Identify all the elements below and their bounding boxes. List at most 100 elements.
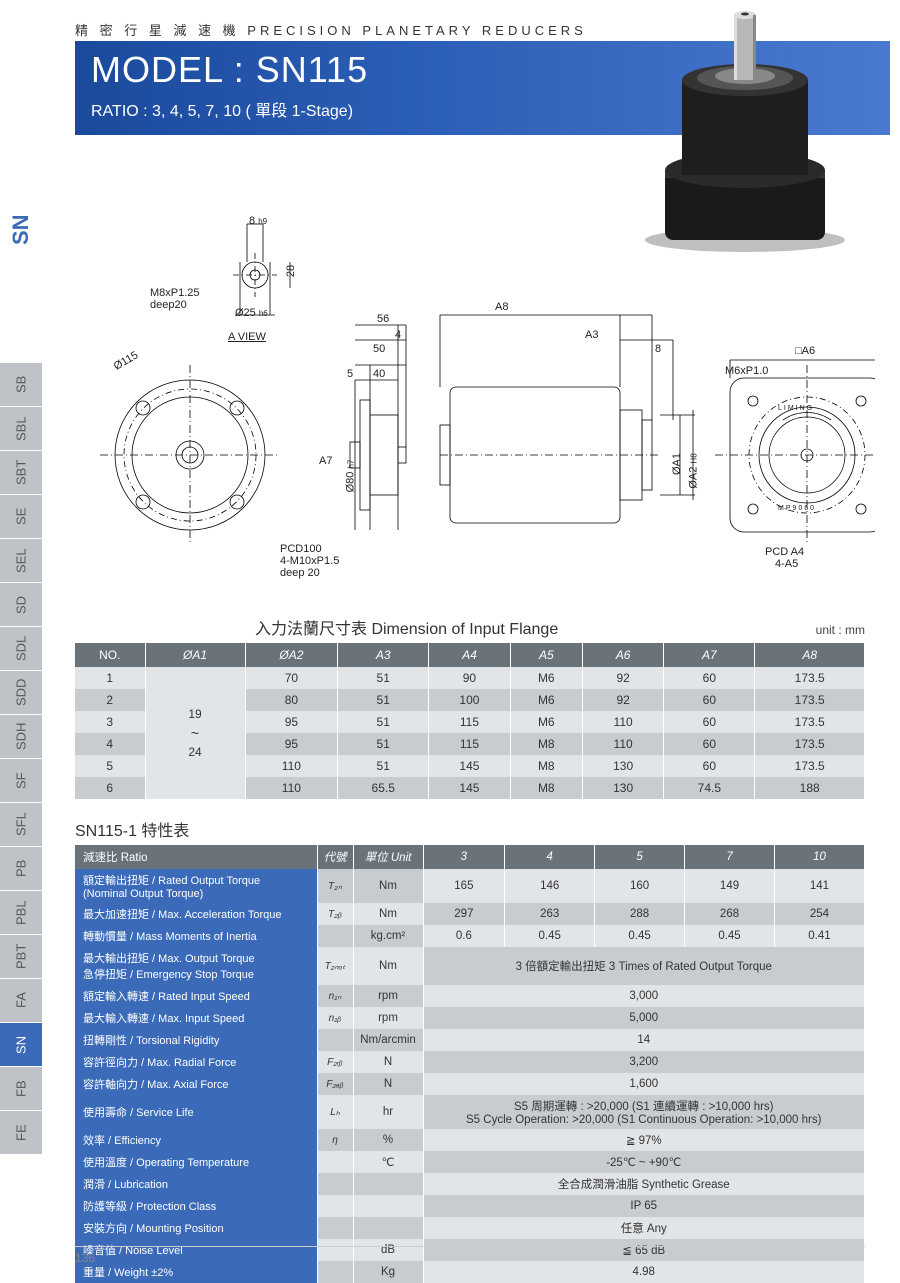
flange-td: 95: [245, 733, 338, 755]
flange-td: 60: [664, 689, 755, 711]
technical-drawing: 8 h9 28 M8xP1.25 deep20 Ø25 h6 A VIEW Ø1…: [75, 215, 875, 610]
flange-th: ØA1: [145, 643, 245, 667]
spec-label: 使用壽命 / Service Life: [75, 1095, 317, 1129]
side-tab-se[interactable]: SE: [0, 494, 42, 538]
side-tab-sd[interactable]: SD: [0, 582, 42, 626]
spec-val-merged: 5,000: [423, 1007, 865, 1029]
spec-val-merged: 全合成潤滑油脂 Synthetic Grease: [423, 1173, 865, 1195]
spec-label: 容許徑向力 / Max. Radial Force: [75, 1051, 317, 1073]
side-tab-sfl[interactable]: SFL: [0, 802, 42, 846]
dim-5: 5: [347, 368, 353, 380]
spec-val: 165: [423, 869, 505, 903]
side-tab-sdd[interactable]: SDD: [0, 670, 42, 714]
a-view: A VIEW: [228, 331, 266, 343]
spec-th: 代號: [317, 845, 353, 869]
flange-td: 60: [664, 711, 755, 733]
dim-8r: 8: [655, 343, 661, 355]
flange-td: 51: [338, 689, 429, 711]
spec-val: 288: [595, 903, 685, 925]
page-number: 136: [75, 1246, 865, 1265]
flange-td: 95: [245, 711, 338, 733]
spec-val: 149: [685, 869, 775, 903]
side-tab-sdh[interactable]: SDH: [0, 714, 42, 758]
spec-label: 額定輸入轉速 / Rated Input Speed: [75, 985, 317, 1007]
flange-td: 74.5: [664, 777, 755, 799]
flange-td: 2: [75, 689, 145, 711]
dim-da1: ØA1: [671, 453, 683, 475]
spec-code: n₁ₙ: [317, 985, 353, 1007]
flange-td: 92: [582, 667, 664, 689]
flange-td: 115: [429, 711, 511, 733]
dim-m10: 4-M10xP1.5: [280, 555, 339, 567]
dim-m8: M8xP1.25: [150, 287, 200, 299]
flange-td: 51: [338, 667, 429, 689]
spec-val: 160: [595, 869, 685, 903]
side-tab-pbl[interactable]: PBL: [0, 890, 42, 934]
spec-val: 0.45: [685, 925, 775, 947]
flange-td: 145: [429, 777, 511, 799]
dim-sqa6: □A6: [795, 345, 815, 357]
spec-val-merged: -25℃ ~ +90℃: [423, 1151, 865, 1173]
spec-val: 268: [685, 903, 775, 925]
flange-th: A6: [582, 643, 664, 667]
side-tab-sel[interactable]: SEL: [0, 538, 42, 582]
dim-a3: A3: [585, 329, 598, 341]
flange-table-title: 入力法蘭尺寸表 Dimension of Input Flange: [255, 615, 558, 639]
spec-code: η: [317, 1129, 353, 1151]
side-tab-sdl[interactable]: SDL: [0, 626, 42, 670]
flange-td: M8: [510, 777, 582, 799]
flange-td: 92: [582, 689, 664, 711]
flange-td: 1: [75, 667, 145, 689]
content-area: 入力法蘭尺寸表 Dimension of Input Flange unit :…: [75, 615, 865, 1283]
dim-40: 40: [373, 368, 385, 380]
flange-td: 115: [429, 733, 511, 755]
dim-d80: Ø80 h7: [344, 460, 356, 493]
flange-th: A3: [338, 643, 429, 667]
spec-label: 最大輸入轉速 / Max. Input Speed: [75, 1007, 317, 1029]
flange-td: 90: [429, 667, 511, 689]
flange-td: 5: [75, 755, 145, 777]
spec-val-merged: 任意 Any: [423, 1217, 865, 1239]
spec-val-merged: 3 倍額定輸出扭矩 3 Times of Rated Output Torque: [423, 947, 865, 985]
spec-unit: kg.cm²: [353, 925, 423, 947]
spec-val: 263: [505, 903, 595, 925]
spec-table: 減速比 Ratio代號單位 Unit345710 額定輸出扭矩 / Rated …: [75, 845, 865, 1283]
dim-a7v: A7: [319, 455, 332, 467]
spec-code: T₂ₙₒₜ: [317, 947, 353, 985]
side-tab-fa[interactable]: FA: [0, 978, 42, 1022]
spec-label: 安裝方向 / Mounting Position: [75, 1217, 317, 1239]
spec-unit: [353, 1217, 423, 1239]
spec-label: 防護等級 / Protection Class: [75, 1195, 317, 1217]
flange-td: 51: [338, 755, 429, 777]
flange-table-section: 入力法蘭尺寸表 Dimension of Input Flange unit :…: [75, 615, 865, 799]
spec-label: 容許軸向力 / Max. Axial Force: [75, 1073, 317, 1095]
flange-td: 110: [582, 711, 664, 733]
spec-unit: Nm: [353, 947, 423, 985]
dim-4: 4: [395, 329, 401, 341]
side-tab-fe[interactable]: FE: [0, 1110, 42, 1154]
flange-th: A8: [755, 643, 865, 667]
side-tab-sb[interactable]: SB: [0, 362, 42, 406]
side-tab-pbt[interactable]: PBT: [0, 934, 42, 978]
side-tab-sf[interactable]: SF: [0, 758, 42, 802]
side-tab-sbt[interactable]: SBT: [0, 450, 42, 494]
spec-val-merged: 3,000: [423, 985, 865, 1007]
spec-unit: ℃: [353, 1151, 423, 1173]
flange-td: 6: [75, 777, 145, 799]
side-tab-sbl[interactable]: SBL: [0, 406, 42, 450]
side-tab-sn[interactable]: SN: [0, 1022, 42, 1066]
side-tab-fb[interactable]: FB: [0, 1066, 42, 1110]
flange-td: 173.5: [755, 733, 865, 755]
flange-td: 188: [755, 777, 865, 799]
spec-val: 0.45: [595, 925, 685, 947]
flange-td: M6: [510, 689, 582, 711]
spec-val-merged: IP 65: [423, 1195, 865, 1217]
side-tab-pb[interactable]: PB: [0, 846, 42, 890]
spec-code: Lₕ: [317, 1095, 353, 1129]
spec-code: [317, 1173, 353, 1195]
dim-da2: ØA2 H8: [688, 453, 700, 488]
spec-unit: Nm/arcmin: [353, 1029, 423, 1051]
spec-label: 最大加速扭矩 / Max. Acceleration Torque: [75, 903, 317, 925]
dim-deep20a: deep20: [150, 299, 187, 311]
spec-code: n₁ᵦ: [317, 1007, 353, 1029]
